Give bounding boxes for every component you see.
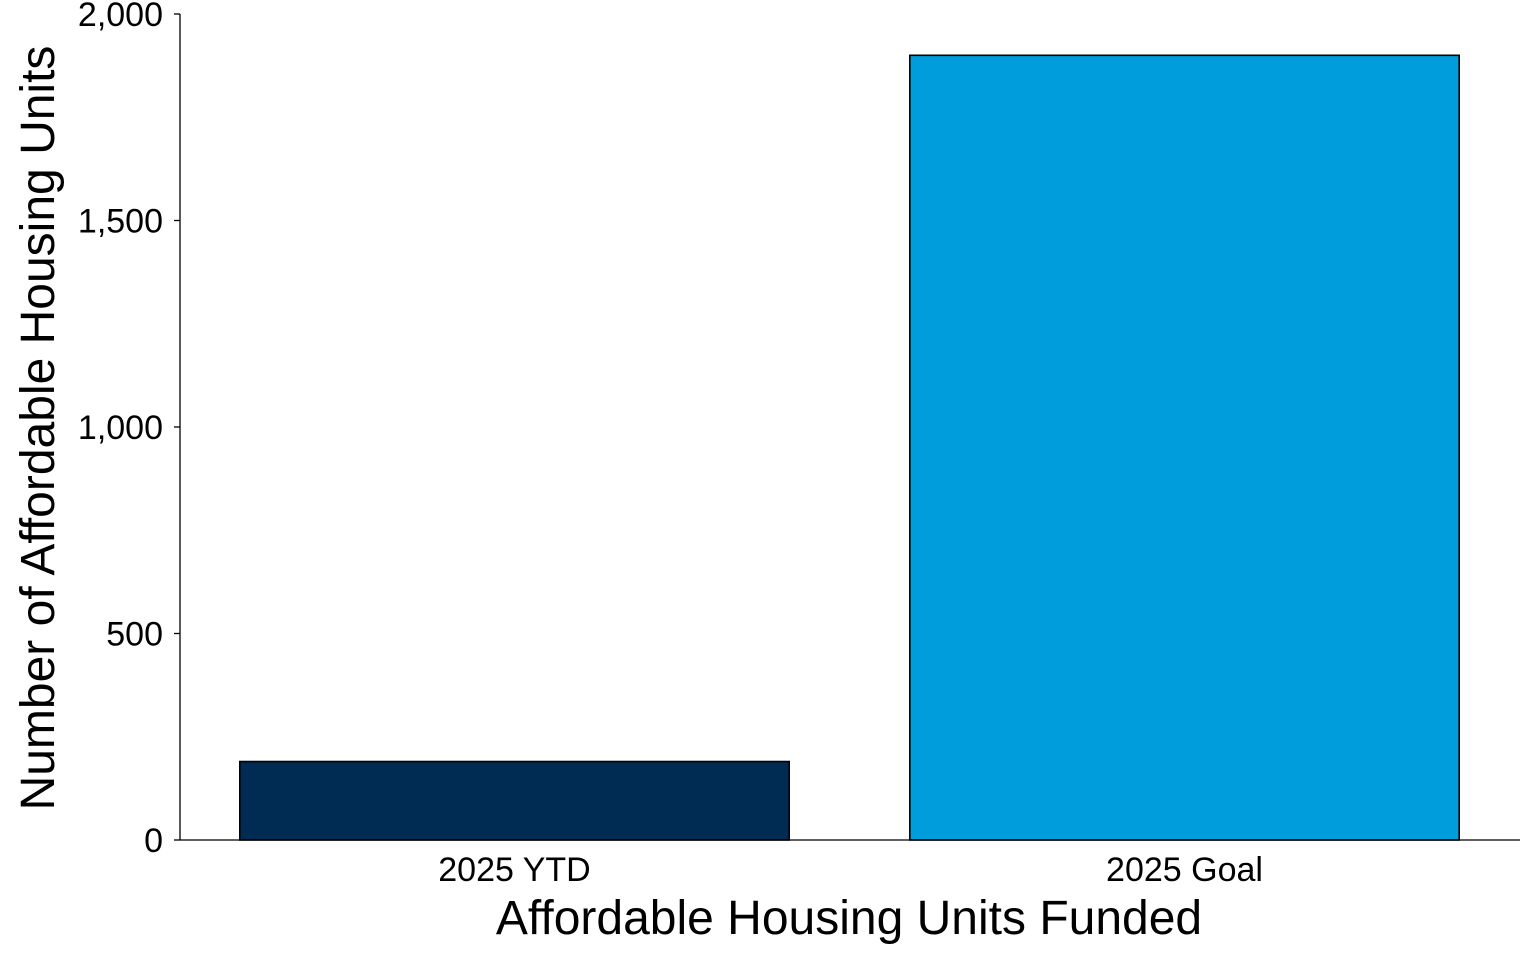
y-axis-ticks: 0 500 1,000 1,500 2,000 bbox=[78, 0, 180, 860]
x-axis-title: Affordable Housing Units Funded bbox=[496, 892, 1202, 945]
x-tick-label: 2025 YTD bbox=[438, 851, 590, 889]
y-axis-title: Number of Affordable Housing Units bbox=[12, 46, 65, 811]
y-tick-label: 1,500 bbox=[78, 203, 163, 241]
y-tick-label: 2,000 bbox=[78, 0, 163, 34]
y-tick-label: 1,000 bbox=[78, 409, 163, 447]
y-tick-label: 0 bbox=[144, 822, 163, 860]
x-axis-ticks: 2025 YTD 2025 Goal bbox=[438, 851, 1263, 889]
bar-2025-ytd bbox=[239, 760, 791, 841]
y-tick-label: 500 bbox=[106, 616, 163, 654]
bar-2025-goal bbox=[908, 54, 1461, 841]
bars-group bbox=[239, 54, 1461, 841]
x-tick-label: 2025 Goal bbox=[1106, 851, 1263, 889]
